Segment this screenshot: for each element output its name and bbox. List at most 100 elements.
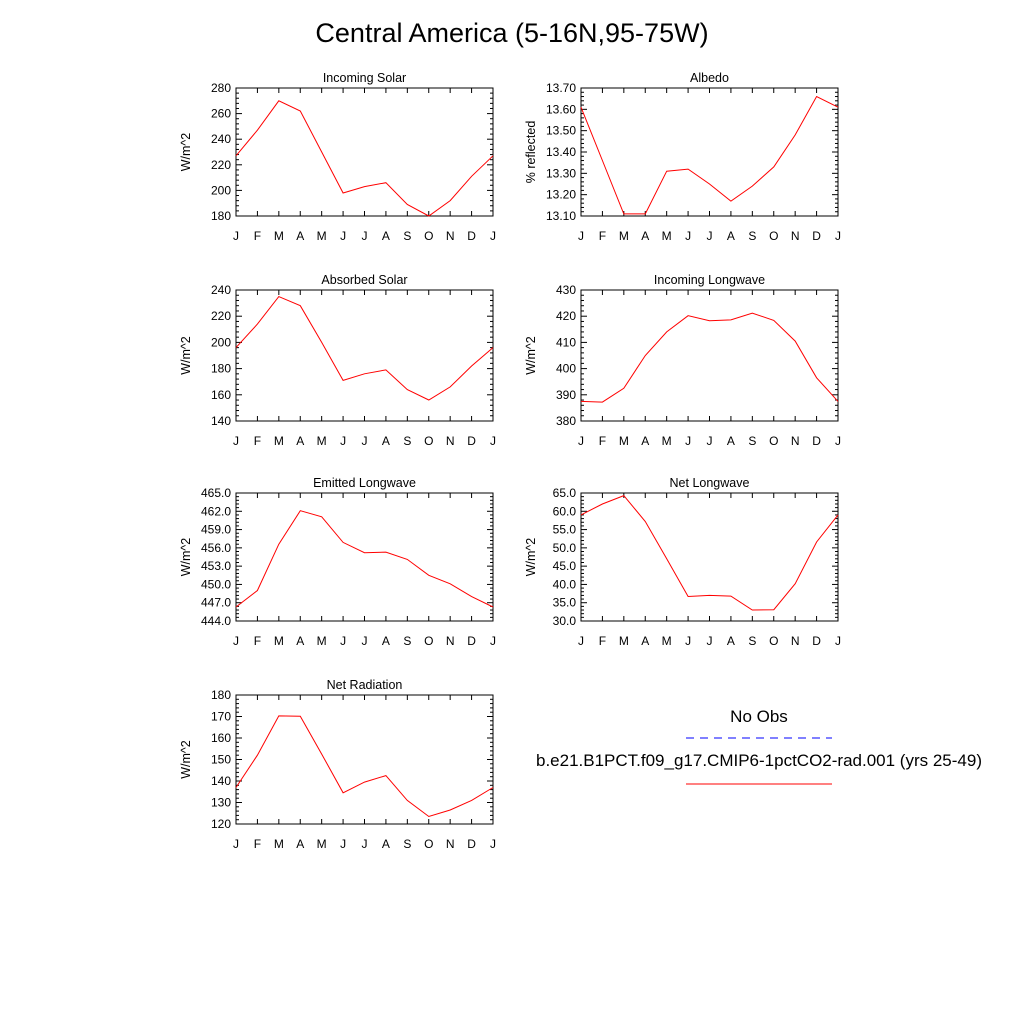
x-tick-label: O (424, 837, 433, 851)
x-tick-label: M (274, 634, 284, 648)
y-tick-label: 456.0 (201, 541, 231, 555)
x-tick-label: M (662, 229, 672, 243)
y-tick-label: 200 (211, 183, 231, 197)
y-axis-label: W/m^2 (179, 740, 193, 779)
y-tick-label: 140 (211, 774, 231, 788)
x-tick-label: A (641, 434, 649, 448)
x-tick-label: O (424, 229, 433, 243)
series-line-model (235, 295, 494, 401)
y-tick-label: 450.0 (201, 577, 231, 591)
x-tick-label: J (578, 229, 584, 243)
x-tick-label: J (233, 634, 239, 648)
y-tick-label: 50.0 (553, 541, 577, 555)
x-tick-label: S (748, 229, 756, 243)
y-tick-label: 220 (211, 309, 231, 323)
series-line-model (580, 495, 839, 611)
x-tick-label: F (599, 634, 606, 648)
y-tick-label: 240 (211, 283, 231, 297)
series-line-model (235, 100, 494, 217)
x-tick-label: J (490, 837, 496, 851)
x-tick-label: J (340, 634, 346, 648)
y-tick-label: 55.0 (553, 523, 577, 537)
x-tick-label: A (727, 434, 735, 448)
series-line-model (235, 715, 494, 818)
x-tick-label: J (490, 634, 496, 648)
panel-title: Net Longwave (670, 476, 750, 490)
y-tick-label: 60.0 (553, 504, 577, 518)
y-tick-label: 130 (211, 796, 231, 810)
y-tick-label: 220 (211, 158, 231, 172)
x-tick-label: J (835, 434, 841, 448)
x-tick-label: S (403, 434, 411, 448)
legend-model-label: b.e21.B1PCT.f09_g17.CMIP6-1pctCO2-rad.00… (536, 751, 982, 770)
x-tick-label: N (446, 229, 455, 243)
x-tick-label: S (403, 229, 411, 243)
x-tick-label: S (403, 634, 411, 648)
series-line-model (580, 312, 839, 403)
x-tick-label: S (748, 434, 756, 448)
y-tick-label: 13.20 (546, 188, 576, 202)
x-tick-label: F (254, 837, 261, 851)
x-tick-label: A (382, 434, 390, 448)
x-tick-label: M (662, 634, 672, 648)
x-tick-label: A (641, 634, 649, 648)
y-tick-label: 444.0 (201, 614, 231, 628)
x-tick-label: J (490, 434, 496, 448)
x-tick-label: J (685, 434, 691, 448)
x-tick-label: J (362, 229, 368, 243)
y-tick-label: 13.40 (546, 145, 576, 159)
x-tick-label: A (296, 634, 304, 648)
x-tick-label: F (254, 634, 261, 648)
x-tick-label: J (685, 634, 691, 648)
x-tick-label: J (340, 837, 346, 851)
x-tick-label: O (769, 229, 778, 243)
x-tick-label: M (619, 634, 629, 648)
y-tick-label: 462.0 (201, 504, 231, 518)
plot-frame (580, 289, 839, 422)
x-tick-label: F (254, 434, 261, 448)
x-tick-label: A (382, 229, 390, 243)
y-tick-label: 180 (211, 688, 231, 702)
y-tick-label: 65.0 (553, 486, 577, 500)
x-tick-label: M (317, 229, 327, 243)
x-tick-label: M (317, 434, 327, 448)
x-tick-label: O (424, 634, 433, 648)
y-tick-label: 380 (556, 414, 576, 428)
y-axis-label: W/m^2 (179, 133, 193, 172)
figure-title: Central America (5-16N,95-75W) (315, 18, 709, 48)
y-tick-label: 160 (211, 388, 231, 402)
y-tick-label: 453.0 (201, 559, 231, 573)
y-tick-label: 13.30 (546, 166, 576, 180)
y-tick-label: 459.0 (201, 523, 231, 537)
y-tick-label: 200 (211, 335, 231, 349)
y-tick-label: 240 (211, 132, 231, 146)
x-tick-label: D (467, 837, 476, 851)
y-tick-label: 13.70 (546, 81, 576, 95)
x-tick-label: A (296, 837, 304, 851)
x-tick-label: J (490, 229, 496, 243)
x-tick-label: S (748, 634, 756, 648)
y-tick-label: 410 (556, 335, 576, 349)
x-tick-label: A (296, 434, 304, 448)
y-tick-label: 140 (211, 414, 231, 428)
x-tick-label: M (619, 229, 629, 243)
x-tick-label: J (340, 229, 346, 243)
x-tick-label: J (233, 434, 239, 448)
y-tick-label: 390 (556, 388, 576, 402)
x-tick-label: J (362, 634, 368, 648)
x-tick-label: D (812, 634, 821, 648)
y-tick-label: 260 (211, 107, 231, 121)
y-axis-label: W/m^2 (179, 538, 193, 577)
x-tick-label: J (835, 634, 841, 648)
panel-title: Incoming Longwave (654, 273, 765, 287)
y-tick-label: 430 (556, 283, 576, 297)
x-tick-label: N (446, 837, 455, 851)
plot-frame (580, 492, 839, 622)
y-tick-label: 420 (556, 309, 576, 323)
plot-frame (580, 87, 839, 217)
